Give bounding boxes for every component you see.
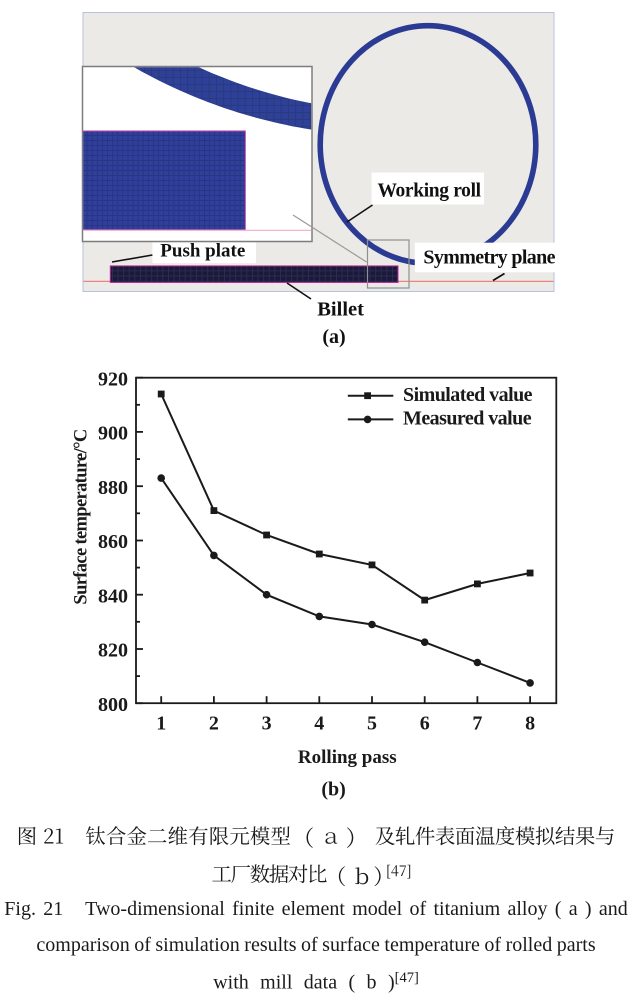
svg-text:Measured value: Measured value <box>403 408 532 430</box>
svg-text:Push plate: Push plate <box>160 241 245 262</box>
svg-text:Simulated value: Simulated value <box>403 384 533 406</box>
svg-text:6: 6 <box>420 713 430 735</box>
svg-text:920: 920 <box>98 368 128 390</box>
svg-text:(a): (a) <box>322 326 345 348</box>
svg-text:820: 820 <box>98 640 128 662</box>
svg-text:Surface temperature/°C: Surface temperature/°C <box>72 429 92 604</box>
svg-text:900: 900 <box>98 423 128 445</box>
svg-text:840: 840 <box>98 585 128 607</box>
svg-text:Working roll: Working roll <box>377 181 481 202</box>
svg-text:800: 800 <box>98 694 128 716</box>
svg-text:2: 2 <box>209 713 219 735</box>
svg-text:Rolling pass: Rolling pass <box>298 747 397 768</box>
svg-text:4: 4 <box>314 713 324 735</box>
svg-text:Billet: Billet <box>317 299 364 321</box>
svg-text:5: 5 <box>367 713 377 735</box>
svg-text:880: 880 <box>98 477 128 499</box>
svg-text:3: 3 <box>262 713 272 735</box>
svg-text:1: 1 <box>156 713 166 735</box>
svg-text:Symmetry plane: Symmetry plane <box>423 247 555 269</box>
svg-text:860: 860 <box>98 531 128 553</box>
svg-text:8: 8 <box>525 713 535 735</box>
svg-text:7: 7 <box>472 713 482 735</box>
svg-text:(b): (b) <box>321 779 345 801</box>
